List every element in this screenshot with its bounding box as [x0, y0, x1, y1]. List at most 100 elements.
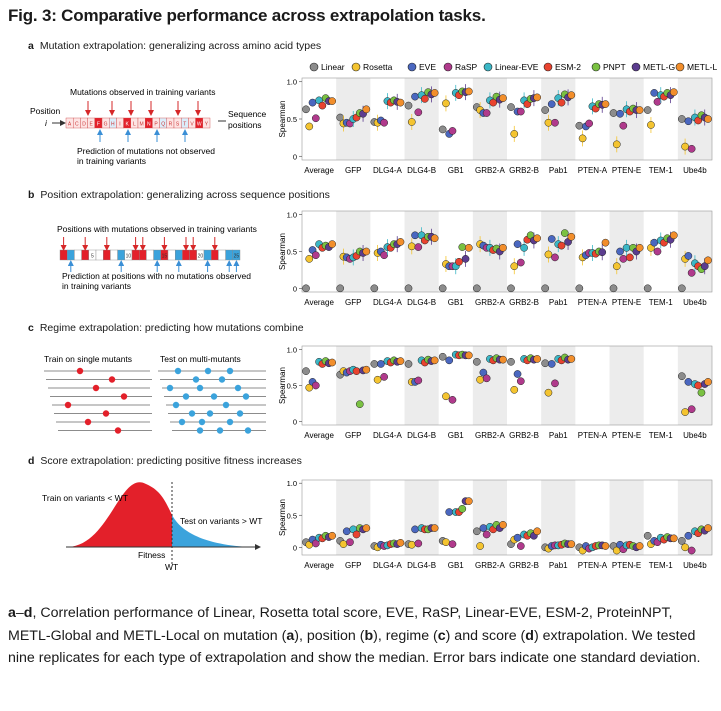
y-tick-label: 0: [293, 284, 297, 293]
x-tick-label: PTEN-A: [578, 561, 608, 570]
data-point: [482, 109, 491, 117]
y-axis-label: Spearman: [278, 101, 287, 138]
x-tick-label: GFP: [345, 431, 361, 440]
data-point: [507, 284, 515, 293]
data-point: [305, 122, 314, 131]
data-point: [677, 284, 686, 293]
data-point: [619, 121, 628, 130]
chart-a: 0 0.5 1.0 Spearman Average GFP DLG4-A DLG4-B GB1…: [278, 77, 713, 175]
charts: 0 0.5 1.0 Spearman Average GFP DLG4-A DLG4-B GB1…: [278, 77, 713, 570]
single-mutation-dot: [76, 367, 84, 375]
data-point: [684, 531, 693, 540]
data-point: [635, 542, 644, 550]
data-point: [635, 106, 644, 114]
data-point: [352, 367, 361, 375]
data-point: [407, 242, 416, 251]
data-point: [687, 546, 696, 555]
residue-letter: E: [90, 122, 94, 128]
data-point: [339, 540, 348, 548]
x-tick-label: GRB2-B: [509, 166, 539, 175]
data-point: [612, 140, 621, 149]
data-point: [328, 97, 337, 105]
data-point: [643, 106, 652, 114]
multi-mutation-dot: [236, 410, 244, 417]
data-point: [541, 359, 550, 368]
single-mutation-dot: [84, 418, 92, 426]
data-point: [567, 91, 576, 99]
x-tick-label: GRB2-A: [475, 431, 505, 440]
data-point: [414, 539, 423, 548]
data-point: [430, 356, 439, 365]
seq-tick-label: 15: [162, 254, 168, 260]
multi-mutation-dot: [198, 418, 206, 426]
x-tick-label: PTEN-A: [578, 431, 608, 440]
y-tick-label: 0.5: [287, 382, 297, 391]
x-tick-label: Ube4b: [683, 561, 707, 570]
data-point: [404, 360, 413, 368]
schematic-a-not-observed-line2: in training variants: [77, 156, 146, 166]
legend-label-metl-g: METL-G: [643, 62, 675, 72]
data-point: [442, 538, 450, 547]
data-point: [407, 118, 416, 126]
schematic-b-not-observed-label: Prediction at positions with no mutation…: [62, 271, 251, 291]
data-point: [318, 101, 327, 110]
seq-tick-label: 5: [91, 254, 94, 260]
data-point: [681, 408, 689, 416]
data-point: [616, 109, 624, 118]
data-point: [411, 92, 419, 101]
x-tick-label: PTEN-A: [578, 298, 608, 307]
data-point: [507, 357, 515, 366]
schematic-b-sequence: 5 10 15 20 25: [59, 237, 241, 272]
x-tick-label: Average: [304, 431, 334, 440]
schematic-c-test-label: Test on multi-mutants: [160, 354, 241, 364]
data-point: [541, 284, 550, 293]
data-point: [404, 101, 413, 110]
category-band: [609, 346, 644, 425]
residue-letter: M: [140, 122, 144, 128]
data-point: [601, 100, 610, 108]
data-point: [380, 251, 388, 260]
data-point: [336, 284, 345, 293]
residue-letter: I: [119, 122, 120, 128]
data-point: [355, 400, 364, 409]
legend-marker-linear: [309, 62, 319, 72]
residue-letter: W: [197, 122, 202, 128]
y-axis-label: Spearman: [278, 367, 287, 404]
data-point: [430, 89, 439, 97]
data-point: [464, 497, 473, 506]
data-point: [362, 365, 371, 374]
x-tick-label: GB1: [448, 298, 465, 307]
data-point: [516, 258, 525, 267]
panel-c-title: Regime extrapolation: predicting how mut…: [39, 322, 304, 334]
x-tick-label: Ube4b: [683, 298, 707, 307]
schematic-c-mutant-lines: [44, 367, 266, 434]
legend-label-rosetta: Rosetta: [363, 62, 393, 72]
data-point: [472, 357, 481, 366]
schematic-a-not-observed-line1: Prediction of mutations not observed: [77, 146, 215, 156]
residue-letter: G: [104, 122, 108, 128]
data-point: [669, 534, 678, 543]
data-point: [311, 251, 320, 260]
x-tick-label: Average: [304, 298, 334, 307]
data-point: [653, 247, 662, 256]
schematic-a: Mutations observed in training variants …: [30, 87, 267, 166]
panel-a-label: a Mutation extrapolation: generalizing ac…: [28, 40, 322, 52]
data-point: [544, 388, 553, 397]
x-tick-label: PTEN-E: [612, 298, 641, 307]
x-tick-label: DLG4-A: [373, 166, 403, 175]
single-mutation-dot: [64, 401, 72, 409]
multi-mutation-dot: [178, 418, 186, 426]
data-point: [302, 105, 310, 114]
data-point: [551, 253, 559, 262]
x-tick-label: GRB2-A: [475, 166, 505, 175]
schematic-a-position-var: i: [45, 118, 48, 128]
data-point: [516, 542, 525, 550]
x-tick-label: GFP: [345, 298, 361, 307]
y-tick-label: 0.5: [287, 511, 297, 520]
y-tick-label: 0: [293, 417, 297, 426]
data-point: [421, 95, 429, 103]
data-point: [311, 114, 320, 123]
schematic-b: Positions with mutations observed in tra…: [57, 224, 257, 291]
data-point: [704, 378, 712, 386]
y-tick-label: 0.5: [287, 115, 297, 124]
